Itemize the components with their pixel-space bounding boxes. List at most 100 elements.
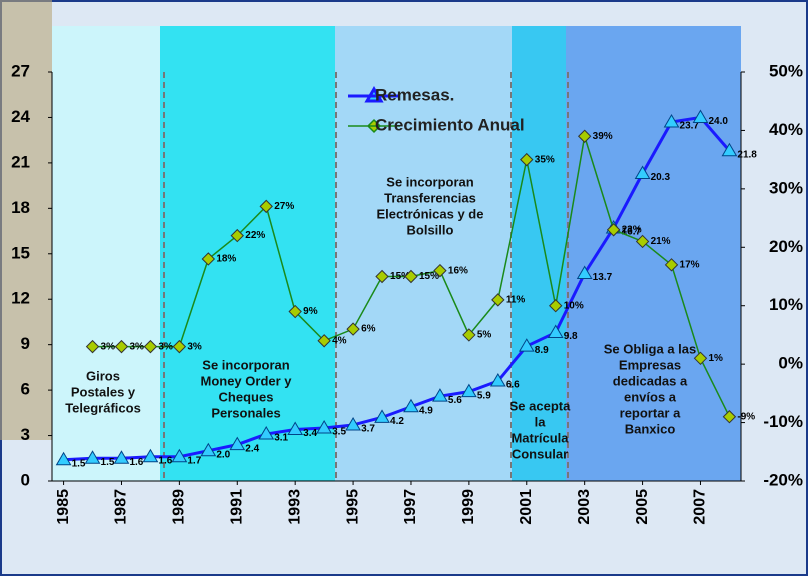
data-label: 2.4 bbox=[245, 443, 259, 454]
data-label: 6% bbox=[361, 324, 376, 335]
marker bbox=[316, 419, 332, 434]
data-label: 16.7 bbox=[622, 227, 642, 238]
x-tick-label: 1987 bbox=[113, 489, 130, 525]
marker bbox=[549, 299, 563, 313]
data-label: 39% bbox=[593, 131, 613, 142]
data-label: 27% bbox=[274, 201, 294, 212]
marker bbox=[317, 334, 331, 348]
marker bbox=[84, 450, 101, 464]
data-label: 13.7 bbox=[593, 272, 613, 283]
data-label: 9% bbox=[303, 306, 318, 317]
marker bbox=[143, 339, 158, 354]
y2-tick-label: 50% bbox=[769, 61, 803, 80]
legend-label: Remesas. bbox=[375, 85, 454, 104]
x-tick-label: 1995 bbox=[344, 489, 361, 525]
data-label: 3% bbox=[101, 341, 116, 352]
marker bbox=[172, 339, 187, 354]
band bbox=[512, 26, 566, 481]
data-label: 15% bbox=[390, 271, 410, 282]
y2-tick-label: 20% bbox=[769, 237, 803, 256]
data-label: 1.7 bbox=[187, 455, 201, 466]
data-label: 1.6 bbox=[158, 455, 172, 466]
y2-tick-label: -10% bbox=[763, 412, 803, 431]
marker bbox=[518, 338, 535, 352]
marker bbox=[200, 442, 217, 457]
data-label: 3.7 bbox=[361, 424, 375, 435]
annotation: Giros bbox=[86, 368, 120, 383]
data-label: 11% bbox=[506, 295, 526, 306]
marker bbox=[374, 409, 390, 423]
y-tick-label: 12 bbox=[11, 289, 30, 308]
y2-tick-label: 40% bbox=[769, 120, 803, 139]
data-label: 4% bbox=[332, 335, 347, 346]
data-label: 4.9 bbox=[419, 405, 433, 416]
y-tick-label: 3 bbox=[21, 425, 30, 444]
marker bbox=[142, 448, 159, 463]
annotation: Transferencias bbox=[384, 190, 476, 205]
data-label: 17% bbox=[680, 259, 700, 270]
annotation: la bbox=[535, 414, 547, 429]
x-tick-label: 1985 bbox=[55, 489, 72, 525]
marker bbox=[692, 109, 709, 123]
x-tick-label: 2005 bbox=[634, 489, 651, 525]
marker bbox=[462, 328, 476, 342]
y2-tick-label: 10% bbox=[769, 295, 803, 314]
data-label: 3% bbox=[129, 341, 144, 352]
marker bbox=[259, 199, 273, 214]
series-line bbox=[63, 115, 731, 462]
marker bbox=[113, 450, 130, 464]
marker bbox=[722, 410, 737, 424]
annotation: Money Order y bbox=[200, 373, 292, 388]
band bbox=[566, 26, 741, 481]
x-tick-label: 1991 bbox=[228, 489, 245, 525]
data-label: 1.6 bbox=[129, 457, 143, 468]
marker bbox=[258, 426, 275, 440]
marker bbox=[287, 421, 304, 435]
y2-tick-label: -20% bbox=[763, 470, 803, 489]
data-label: 22% bbox=[245, 230, 265, 241]
data-label: 1.5 bbox=[72, 458, 86, 469]
legend-label: Crecimiento Anual bbox=[375, 115, 525, 134]
x-tick-label: 1993 bbox=[286, 489, 303, 525]
annotation: Telegráficos bbox=[65, 400, 141, 415]
marker bbox=[404, 269, 418, 284]
marker bbox=[346, 322, 360, 336]
data-label: -9% bbox=[737, 411, 755, 422]
marker bbox=[634, 165, 651, 179]
marker bbox=[375, 269, 389, 284]
data-label: 21% bbox=[651, 236, 671, 247]
annotation: Cheques bbox=[219, 389, 274, 404]
marker bbox=[606, 223, 621, 237]
data-label: 3% bbox=[158, 341, 173, 352]
marker bbox=[491, 293, 505, 307]
data-label: 4.2 bbox=[390, 416, 404, 427]
annotation: Se Obliga a las bbox=[604, 341, 697, 356]
marker bbox=[635, 234, 650, 249]
data-label: 9.8 bbox=[564, 331, 578, 342]
marker bbox=[721, 142, 738, 157]
marker bbox=[114, 339, 129, 354]
marker bbox=[664, 258, 679, 272]
marker bbox=[663, 113, 680, 128]
data-label: 3% bbox=[187, 341, 202, 352]
marker bbox=[230, 228, 244, 243]
y2-tick-label: 0% bbox=[778, 354, 803, 373]
marker bbox=[55, 451, 72, 466]
y-tick-label: 21 bbox=[11, 152, 30, 171]
data-label: 1% bbox=[708, 353, 723, 364]
x-tick-label: 2007 bbox=[692, 489, 709, 525]
marker bbox=[229, 436, 246, 451]
side-image bbox=[0, 0, 52, 440]
data-label: 18% bbox=[216, 254, 236, 265]
annotation: Bolsillo bbox=[407, 222, 454, 237]
marker bbox=[288, 304, 302, 319]
y-tick-label: 18 bbox=[11, 198, 30, 217]
y-tick-label: 15 bbox=[11, 243, 30, 262]
annotation: Se incorporan bbox=[202, 357, 289, 372]
annotation: Postales y bbox=[71, 384, 136, 399]
marker bbox=[85, 339, 100, 354]
data-label: 3.5 bbox=[332, 427, 346, 438]
data-label: 5% bbox=[477, 330, 492, 341]
annotation: dedicadas a bbox=[613, 373, 688, 388]
